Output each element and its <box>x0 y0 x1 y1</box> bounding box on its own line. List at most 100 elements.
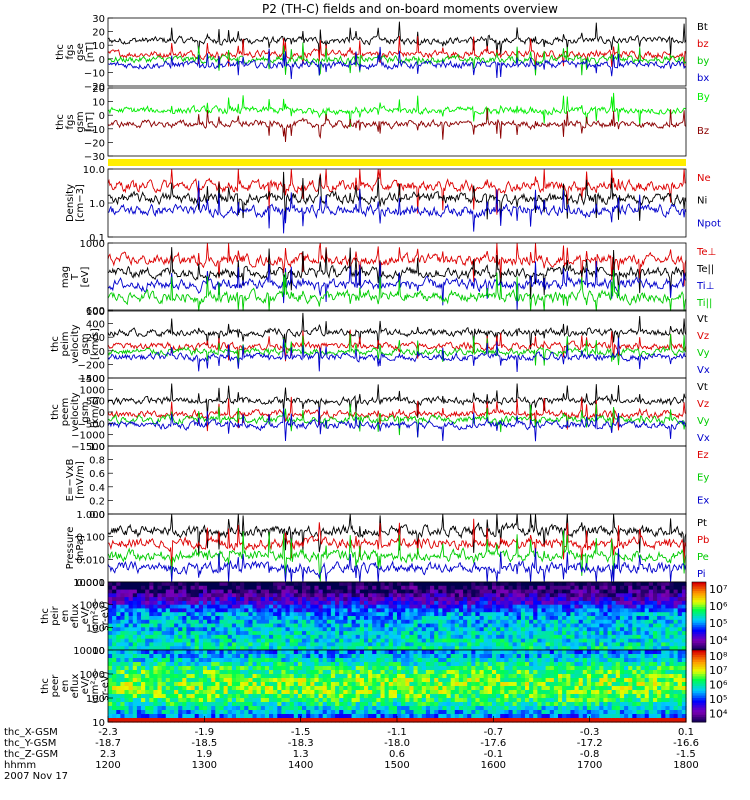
spec-cell <box>644 600 650 606</box>
spec-cell <box>438 619 443 625</box>
spec-cell <box>194 698 200 703</box>
spec-cell <box>413 650 419 655</box>
spec-cell <box>281 585 287 591</box>
spec-cell <box>578 593 584 598</box>
spec-cell <box>318 623 324 628</box>
spec-cell <box>533 612 538 617</box>
spec-cell <box>595 718 600 723</box>
spec-cell <box>277 702 282 707</box>
spec-cell <box>372 650 377 655</box>
spec-cell <box>269 694 274 699</box>
spec-cell <box>487 666 493 671</box>
spec-cell <box>351 702 357 707</box>
spec-cell <box>438 627 443 632</box>
spec-cell <box>347 597 353 602</box>
spec-cell <box>458 662 464 667</box>
legend-label: Pi <box>697 569 706 580</box>
spec-cell <box>310 698 315 703</box>
spec-cell <box>504 646 509 651</box>
spec-cell <box>566 582 571 587</box>
spec-cell <box>566 654 571 659</box>
colorbar-step <box>692 602 706 606</box>
spec-cell <box>454 698 460 703</box>
spec-cell <box>285 619 291 625</box>
spec-cell <box>108 616 113 621</box>
spec-cell <box>628 612 633 617</box>
spec-cell <box>541 608 547 613</box>
spec-cell <box>417 654 423 659</box>
spec-cell <box>289 616 295 621</box>
spec-cell <box>339 654 344 659</box>
spec-cell <box>549 694 555 699</box>
spec-cell <box>409 631 415 636</box>
spec-cell <box>463 589 468 594</box>
spec-cell <box>504 658 509 663</box>
spec-cell <box>190 654 196 659</box>
spec-cell <box>454 674 460 679</box>
spec-cell <box>438 702 443 707</box>
spec-cell <box>496 690 501 695</box>
spec-cell <box>653 589 658 594</box>
spec-cell <box>198 690 204 695</box>
spec-cell <box>653 627 658 632</box>
spec-cell <box>223 682 229 687</box>
spec-cell <box>603 646 609 651</box>
spec-cell <box>351 623 357 628</box>
spec-cell <box>297 714 303 719</box>
spec-cell <box>182 631 187 636</box>
spec-cell <box>653 619 658 625</box>
spec-cell <box>475 600 481 606</box>
spec-cell <box>624 589 629 594</box>
spec-cell <box>397 666 402 671</box>
spec-cell <box>438 654 443 659</box>
spec-cell <box>504 627 509 632</box>
spec-cell <box>607 597 613 602</box>
spec-cell <box>198 608 204 613</box>
spec-cell <box>339 706 344 711</box>
spec-cell <box>215 694 220 699</box>
spec-cell <box>384 616 390 621</box>
spec-cell <box>314 600 320 606</box>
y-tick-label: 10000 <box>73 578 105 589</box>
spec-cell <box>186 694 192 699</box>
spec-cell <box>479 666 485 671</box>
spec-cell <box>330 706 336 711</box>
spec-cell <box>677 627 683 632</box>
spec-cell <box>450 646 456 651</box>
spec-cell <box>545 623 551 628</box>
spec-cell <box>124 627 130 632</box>
spec-cell <box>615 698 621 703</box>
spec-cell <box>450 678 456 683</box>
spec-cell <box>525 702 530 707</box>
spec-cell <box>417 666 423 671</box>
spec-cell <box>231 662 237 667</box>
spec-cell <box>132 670 138 675</box>
spec-cell <box>661 634 666 640</box>
spec-cell <box>207 682 212 687</box>
spec-cell <box>673 634 679 640</box>
spec-cell <box>120 638 126 644</box>
spec-cell <box>603 682 609 687</box>
spec-cell <box>541 631 547 636</box>
spec-cell <box>516 670 522 675</box>
spec-cell <box>326 623 332 628</box>
spec-cell <box>512 597 518 602</box>
spec-cell <box>475 718 481 723</box>
spec-cell <box>335 662 340 667</box>
spec-cell <box>512 582 518 587</box>
spec-cell <box>467 686 472 691</box>
spec-cell <box>653 638 658 644</box>
spec-cell <box>409 694 415 699</box>
spec-cell <box>463 582 468 587</box>
spec-cell <box>624 604 629 610</box>
spec-cell <box>483 690 489 695</box>
spec-cell <box>570 589 576 594</box>
spec-cell <box>289 682 295 687</box>
spec-cell <box>318 597 324 602</box>
series-line-By <box>107 92 687 128</box>
spec-cell <box>479 702 485 707</box>
spec-cell <box>343 682 348 687</box>
spec-cell <box>525 690 530 695</box>
spec-cell <box>467 623 472 628</box>
spec-cell <box>281 670 287 675</box>
